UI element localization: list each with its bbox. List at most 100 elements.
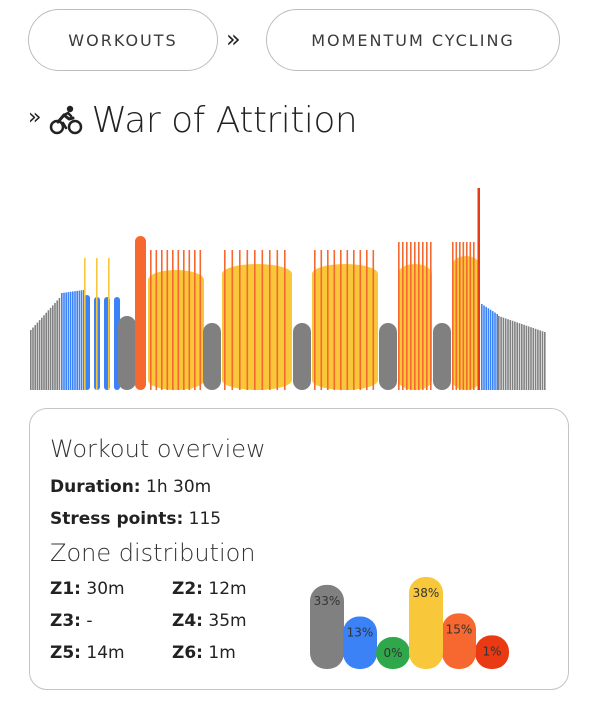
interval-bar — [353, 250, 355, 390]
interval-bar — [135, 236, 146, 390]
interval-bar — [203, 323, 221, 390]
interval-bar — [498, 316, 500, 390]
workout-overview-card: Workout overview Duration: 1h 30m Stress… — [29, 408, 569, 690]
interval-bar — [492, 311, 494, 390]
interval-bar — [67, 292, 70, 390]
interval-bar — [72, 291, 74, 390]
interval-bar — [150, 250, 152, 390]
zone-pill-label: 1% — [482, 644, 501, 658]
zone-item: Z4: 35m — [172, 611, 247, 631]
interval-bar — [426, 242, 428, 390]
interval-bar — [366, 250, 368, 390]
duration-value: 1h 30m — [146, 477, 212, 497]
breadcrumb-workouts-button[interactable]: WORKOUTS — [28, 9, 218, 71]
interval-bar — [507, 319, 509, 390]
zone-label: Z2: — [172, 579, 203, 599]
interval-bar — [516, 322, 518, 390]
interval-bar — [183, 250, 185, 390]
interval-bar — [166, 250, 169, 390]
stress-value: 115 — [188, 509, 222, 529]
interval-bar — [38, 320, 41, 390]
interval-bar — [188, 250, 191, 390]
zone-distribution-heading: Zone distribution — [50, 539, 256, 567]
breadcrumb: WORKOUTS » MOMENTUM CYCLING — [28, 9, 560, 71]
interval-bar — [76, 290, 78, 390]
interval-bar — [96, 258, 98, 390]
stress-label: Stress points: — [50, 509, 184, 529]
zone-pill-z5 — [442, 613, 476, 669]
interval-bar — [539, 330, 541, 390]
interval-bar — [261, 250, 264, 390]
zone-value: 12m — [208, 579, 247, 599]
zone-pill-label: 13% — [347, 625, 374, 639]
interval-bar — [477, 188, 480, 390]
interval-bar — [276, 250, 279, 390]
zone-value: - — [86, 611, 93, 631]
stress-line: Stress points: 115 — [50, 509, 221, 529]
interval-bar — [47, 310, 50, 390]
interval-bar — [246, 250, 249, 390]
interval-bar — [36, 322, 39, 390]
interval-bar — [239, 250, 241, 390]
interval-bar — [544, 332, 546, 390]
interval-bar — [402, 242, 404, 390]
interval-bar — [430, 242, 432, 390]
interval-bar — [410, 242, 412, 390]
zone-pill-z1 — [310, 584, 344, 669]
overview-heading: Workout overview — [50, 435, 266, 463]
interval-bar — [43, 315, 45, 390]
interval-bar — [172, 250, 174, 390]
zone-label: Z1: — [50, 579, 81, 599]
interval-bar — [537, 329, 539, 390]
interval-bar — [54, 302, 56, 390]
interval-bar — [74, 291, 76, 390]
interval-bar — [45, 312, 47, 390]
interval-bar — [525, 325, 528, 390]
title-separator: » — [28, 104, 42, 130]
zone-item: Z2: 12m — [172, 579, 247, 599]
zone-pill-label: 38% — [413, 586, 440, 600]
interval-bar — [63, 292, 65, 390]
interval-bar — [527, 326, 530, 390]
interval-bar — [532, 328, 535, 390]
interval-bar — [340, 250, 342, 390]
zone-pill-z3 — [376, 637, 410, 669]
zone-value: 14m — [86, 643, 125, 663]
zone-item: Z1: 30m — [50, 579, 125, 599]
interval-bar — [231, 250, 234, 390]
interval-bar — [333, 250, 336, 390]
interval-bar — [521, 324, 523, 390]
breadcrumb-momentum-cycling-button[interactable]: MOMENTUM CYCLING — [266, 9, 560, 71]
interval-bar — [459, 242, 461, 390]
interval-bar — [500, 316, 502, 390]
interval-bar — [118, 316, 136, 390]
interval-bar — [83, 290, 85, 390]
interval-bar — [418, 242, 420, 390]
interval-bar — [406, 242, 408, 390]
interval-bar — [496, 314, 498, 390]
interval-bar — [41, 317, 43, 390]
interval-bar — [269, 250, 271, 390]
interval-bar — [224, 250, 226, 390]
workout-interval-graph — [30, 188, 546, 390]
interval-bar — [49, 307, 52, 390]
interval-bar — [61, 293, 63, 390]
interval-bar — [346, 250, 349, 390]
interval-bar — [359, 250, 362, 390]
zone-pill-z2 — [343, 616, 377, 669]
interval-bar — [494, 312, 496, 390]
cyclist-icon — [50, 105, 83, 135]
interval-bar — [161, 250, 163, 390]
interval-bar — [80, 290, 83, 390]
interval-bar — [414, 242, 416, 390]
interval-bar — [108, 258, 110, 390]
interval-bar — [379, 323, 397, 390]
interval-bar — [452, 242, 454, 390]
interval-bar — [481, 304, 483, 390]
zone-pill-label: 33% — [314, 594, 341, 608]
interval-bar — [34, 325, 36, 390]
interval-bar — [314, 250, 316, 390]
interval-bar — [485, 306, 487, 390]
zone-distribution-chart: 33% 13% 0% 38% 15% 1% — [310, 577, 509, 669]
interval-bar — [541, 331, 544, 390]
